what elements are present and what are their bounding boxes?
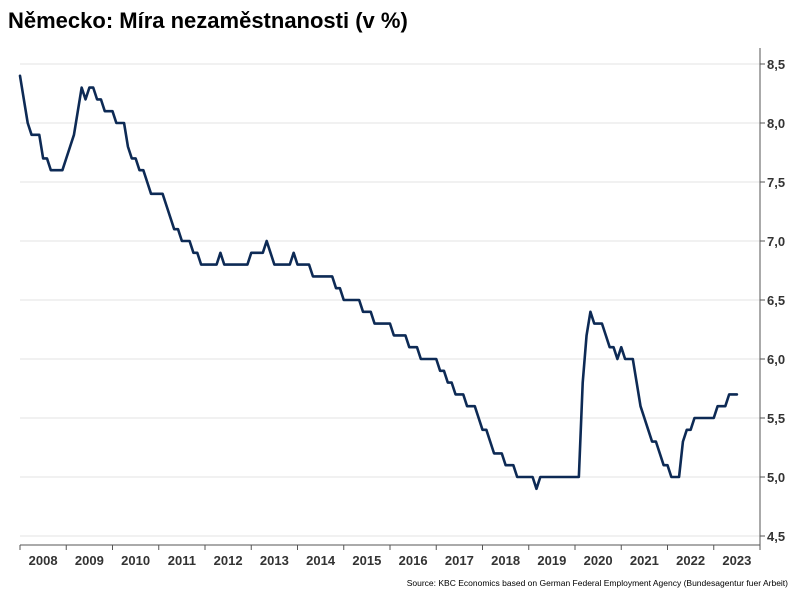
y-tick-label: 6,0 (767, 352, 785, 367)
axes (19, 48, 765, 550)
x-tick-label: 2014 (306, 553, 336, 568)
x-tick-label: 2016 (399, 553, 428, 568)
x-tick-label: 2018 (491, 553, 520, 568)
y-tick-label: 8,5 (767, 57, 785, 72)
unemployment-rate-line (18, 74, 739, 491)
y-tick-label: 7,0 (767, 234, 785, 249)
y-tick-label: 6,5 (767, 293, 785, 308)
x-tick-label: 2019 (537, 553, 566, 568)
x-tick-label: 2010 (121, 553, 150, 568)
x-tick-label: 2015 (352, 553, 381, 568)
x-tick-label: 2009 (75, 553, 104, 568)
x-tick-label: 2020 (584, 553, 613, 568)
x-tick-label: 2013 (260, 553, 289, 568)
y-tick-label: 5,5 (767, 411, 785, 426)
y-tick-label: 5,0 (767, 470, 785, 485)
x-tick-label: 2017 (445, 553, 474, 568)
series-layer (18, 74, 739, 491)
x-tick-label: 2023 (722, 553, 751, 568)
y-tick-label: 8,0 (767, 116, 785, 131)
tick-labels: 4,5 5,0 5,5 6,0 6,5 7,0 7,5 8,0 8,5 2008 2009 2010 2… (29, 57, 785, 568)
x-tick-label: 2022 (676, 553, 705, 568)
x-tick-label: 2011 (168, 553, 196, 568)
x-tick-label: 2021 (630, 553, 659, 568)
chart-title: Německo: Míra nezaměstnanosti (v %) (8, 8, 408, 33)
source-note: Source: KBC Economics based on German Fe… (406, 578, 788, 588)
x-tick-label: 2012 (214, 553, 243, 568)
y-tick-label: 7,5 (767, 175, 785, 190)
x-tick-label: 2008 (29, 553, 58, 568)
gridlines (20, 63, 760, 537)
y-tick-label: 4,5 (767, 529, 785, 544)
